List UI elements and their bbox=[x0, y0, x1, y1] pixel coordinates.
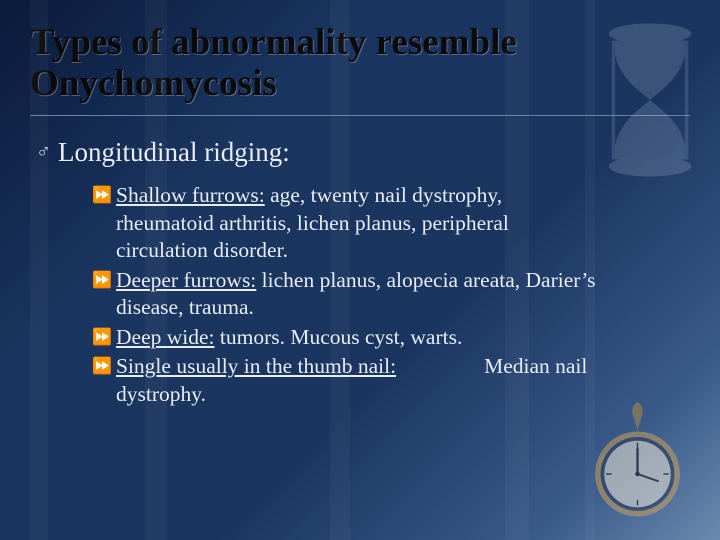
list-item-text: Deep wide: tumors. Mucous cyst, warts. bbox=[116, 324, 462, 352]
item-lead: Deeper furrows: bbox=[116, 268, 256, 292]
fast-forward-icon: ⏩ bbox=[92, 182, 116, 206]
fast-forward-icon: ⏩ bbox=[92, 353, 116, 377]
bg-stripe bbox=[585, 0, 595, 540]
bg-stripe bbox=[30, 0, 48, 540]
slide-body: ♂ Longitudinal ridging: ⏩ Shallow furrow… bbox=[0, 116, 720, 409]
title-area: Types of abnormality resemble Onychomyco… bbox=[0, 0, 720, 116]
fast-forward-icon: ⏩ bbox=[92, 324, 116, 348]
bg-stripe bbox=[505, 0, 529, 540]
bg-stripe bbox=[330, 0, 350, 540]
bg-stripe bbox=[145, 0, 167, 540]
item-lead: Shallow furrows: bbox=[116, 183, 265, 207]
level1-text: Longitudinal ridging: bbox=[58, 136, 290, 168]
title-line-1: Types of abnormality resemble bbox=[30, 22, 517, 63]
pocket-watch-icon bbox=[585, 402, 690, 522]
fast-forward-icon: ⏩ bbox=[92, 267, 116, 291]
